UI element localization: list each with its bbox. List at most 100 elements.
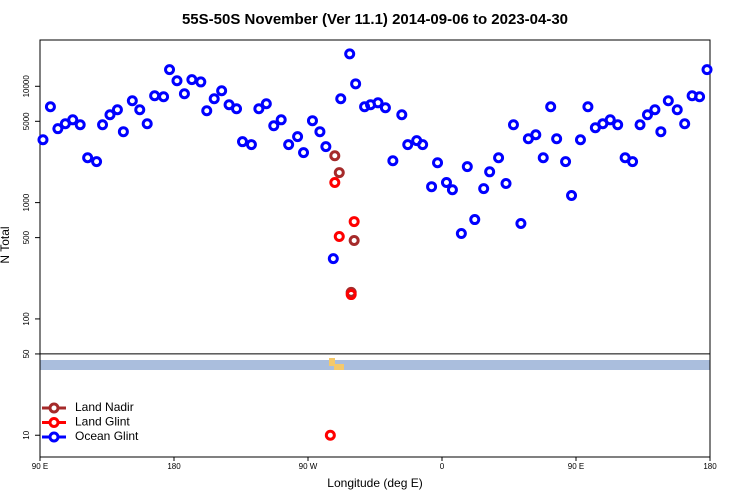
x-tick-label: 180 — [167, 462, 181, 471]
data-point — [402, 139, 414, 151]
data-point — [126, 95, 138, 107]
data-point — [566, 190, 578, 202]
chart-title: 55S-50S November (Ver 11.1) 2014-09-06 t… — [182, 11, 568, 28]
data-point — [469, 214, 481, 226]
x-tick-label: 90 E — [32, 462, 48, 471]
surface-strip — [40, 360, 710, 370]
legend-label: Land Glint — [75, 415, 130, 429]
legend-marker — [48, 417, 60, 428]
data-point — [396, 109, 408, 121]
data-point — [604, 114, 616, 126]
data-point — [216, 85, 228, 97]
data-point — [292, 131, 304, 143]
data-point — [484, 166, 496, 178]
y-tick-label: 1000 — [22, 193, 31, 211]
y-axis-label: N Total — [0, 226, 12, 263]
data-point — [158, 91, 170, 103]
data-point — [253, 103, 265, 115]
data-point — [694, 91, 706, 103]
data-point — [329, 176, 341, 188]
data-point — [74, 119, 86, 131]
data-point — [679, 118, 691, 130]
data-point — [461, 161, 473, 173]
data-point — [164, 64, 176, 76]
y-tick-label: 10 — [22, 430, 31, 439]
data-point — [440, 176, 452, 188]
data-point — [530, 129, 542, 141]
data-point — [186, 74, 198, 86]
y-tick-label: 500 — [22, 230, 31, 244]
data-point — [260, 98, 272, 110]
data-point — [171, 75, 183, 87]
legend-marker — [48, 431, 60, 443]
data-point — [329, 150, 341, 162]
data-point — [44, 101, 56, 113]
data-point — [649, 104, 661, 116]
plot-frame — [39, 39, 711, 458]
data-point — [97, 119, 109, 131]
data-point — [350, 78, 362, 90]
data-point — [104, 109, 116, 121]
data-point — [283, 139, 295, 151]
data-point — [67, 114, 79, 126]
data-point — [335, 93, 347, 105]
data-point — [333, 231, 345, 243]
data-point — [493, 152, 505, 164]
data-point — [344, 48, 356, 60]
data-point — [417, 139, 429, 151]
data-point — [298, 147, 310, 159]
data-point — [149, 90, 161, 102]
data-point — [627, 156, 639, 168]
data-point — [82, 152, 94, 164]
data-point — [306, 115, 318, 127]
data-point — [236, 136, 248, 148]
data-point — [662, 95, 674, 107]
data-point — [345, 289, 357, 301]
data-point — [432, 157, 444, 169]
data-point — [372, 97, 384, 109]
data-point — [671, 104, 683, 116]
legend-label: Ocean Glint — [75, 429, 139, 443]
data-point — [426, 181, 438, 193]
data-point — [545, 101, 557, 113]
data-point — [314, 126, 326, 138]
data-point — [515, 218, 527, 230]
land-patch — [329, 358, 335, 366]
legend-marker — [48, 402, 60, 414]
data-point — [327, 253, 339, 265]
data-point — [324, 429, 336, 441]
data-point — [507, 119, 519, 131]
x-tick-label: 90 E — [568, 462, 584, 471]
data-point — [141, 118, 153, 130]
data-point — [111, 104, 123, 116]
data-point — [178, 88, 190, 100]
data-point — [641, 109, 653, 121]
data-point — [500, 177, 512, 189]
data-point — [134, 104, 146, 116]
data-point — [551, 133, 563, 145]
data-point — [387, 155, 399, 167]
data-point — [582, 101, 594, 113]
data-point — [268, 120, 280, 132]
data-point — [560, 156, 572, 168]
x-tick-label: 90 W — [299, 462, 318, 471]
data-point — [348, 216, 360, 228]
data-point — [91, 156, 103, 168]
x-tick-label: 180 — [703, 462, 717, 471]
data-point — [245, 139, 257, 151]
land-patch — [334, 364, 344, 370]
y-tick-label: 10000 — [22, 75, 31, 98]
data-point — [379, 102, 391, 114]
y-tick-label: 100 — [22, 312, 31, 326]
data-point — [446, 184, 458, 196]
data-point — [333, 167, 345, 179]
y-tick-label: 50 — [22, 349, 31, 358]
data-point — [37, 134, 49, 146]
data-point — [537, 152, 549, 164]
data-point — [455, 228, 467, 240]
data-point — [634, 119, 646, 131]
data-point — [612, 119, 624, 131]
data-point — [201, 105, 213, 117]
y-tick-label: 5000 — [22, 112, 31, 130]
